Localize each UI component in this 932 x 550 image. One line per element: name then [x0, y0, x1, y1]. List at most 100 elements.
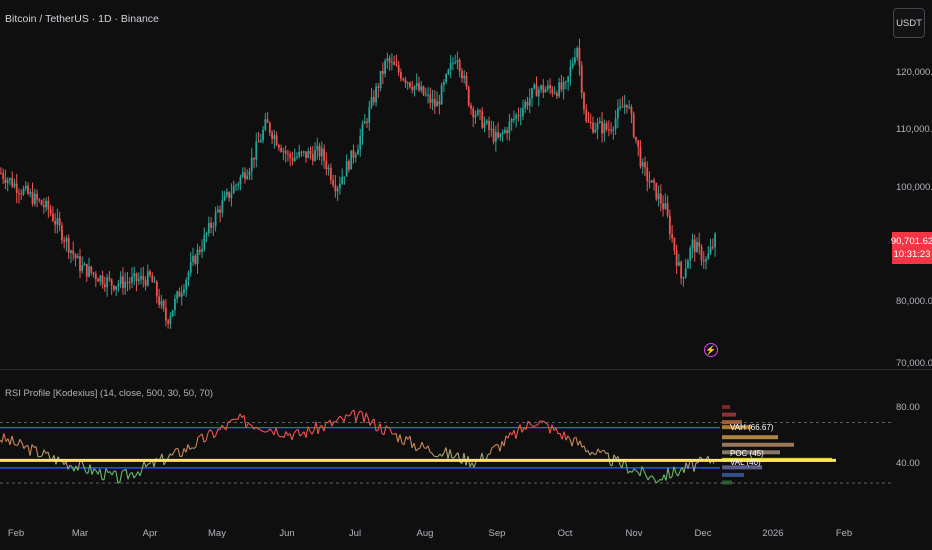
candle-body: [705, 258, 707, 262]
candle-body: [194, 255, 197, 264]
rsi-line-segment: [339, 415, 343, 419]
candle-body: [637, 140, 640, 148]
rsi-line-segment: [591, 451, 595, 455]
candle-body: [531, 88, 533, 99]
candle-body: [13, 183, 16, 187]
rsi-line-segment: [397, 434, 401, 443]
rsi-line-segment: [359, 410, 363, 413]
candle-body: [311, 154, 314, 161]
candle-body: [284, 150, 287, 154]
candle-body: [483, 123, 486, 128]
candle-body: [560, 82, 563, 90]
rsi-line-segment: [661, 474, 665, 481]
candle-body: [336, 188, 339, 192]
rsi-line-segment: [239, 413, 243, 418]
rsi-line-segment: [685, 462, 689, 469]
candle-body: [517, 114, 520, 116]
indicator-title[interactable]: RSI Profile [Kodexius] (14, close, 500, …: [5, 388, 214, 399]
rsi-line-segment: [111, 470, 115, 476]
candle-body: [377, 86, 380, 89]
candle-body: [639, 147, 642, 167]
rsi-line-segment: [297, 429, 301, 437]
currency-button[interactable]: USDT: [893, 8, 925, 38]
candle-body: [375, 86, 377, 103]
rsi-line-segment: [373, 418, 377, 432]
candle-body: [693, 239, 696, 253]
rsi-line-segment: [293, 430, 297, 434]
candle-body: [183, 289, 185, 294]
rsi-line-segment: [205, 432, 209, 442]
rsi-line-segment: [361, 411, 365, 423]
rsi-line-segment: [9, 435, 13, 445]
time-label: Aug: [416, 528, 434, 539]
rsi-line-segment: [601, 449, 605, 452]
rsi-line-segment: [331, 421, 335, 427]
candle-body: [79, 255, 81, 272]
candle-body: [580, 65, 583, 94]
candle-body: [678, 261, 680, 266]
candle-body: [339, 183, 341, 189]
candle-body: [124, 281, 127, 288]
candle-body: [219, 209, 222, 213]
rsi-line-segment: [215, 428, 219, 436]
candle-body: [524, 101, 527, 109]
candle-body: [485, 120, 488, 124]
candle-body: [513, 118, 515, 120]
candle-body: [700, 246, 703, 261]
candle-body: [420, 86, 423, 91]
rsi-line-segment: [563, 431, 567, 441]
candle-body: [406, 82, 409, 84]
rsi-line-segment: [139, 469, 143, 477]
candle-body: [601, 121, 603, 134]
rsi-line-segment: [639, 466, 643, 477]
poc-label: POC (45): [730, 449, 764, 458]
candle-body: [666, 203, 669, 216]
candle-body: [668, 215, 671, 235]
candle-body: [402, 79, 405, 81]
rsi-line-segment: [225, 421, 229, 431]
candle-body: [282, 150, 285, 152]
candle-body: [503, 129, 506, 133]
candle-body: [92, 272, 95, 274]
rsi-line-segment: [87, 464, 91, 474]
candle-body: [630, 106, 633, 114]
candle-body: [176, 291, 179, 299]
rsi-line-segment: [81, 461, 85, 468]
candle-body: [167, 320, 170, 324]
candle-body: [323, 148, 325, 161]
rsi-line-segment: [185, 444, 189, 453]
rsi-line-segment: [415, 448, 419, 452]
rsi-line-segment: [201, 433, 205, 443]
rsi-line-segment: [209, 429, 213, 432]
rsi-line-segment: [291, 433, 295, 441]
candle-body: [628, 106, 631, 108]
candle-body: [262, 129, 264, 141]
rsi-line-segment: [595, 448, 599, 455]
rsi-line-segment: [265, 430, 269, 433]
candle-body: [395, 64, 398, 66]
rsi-line-segment: [73, 465, 77, 472]
rsi-line-segment: [21, 442, 25, 449]
candle-body: [567, 76, 570, 82]
rsi-line-segment: [627, 470, 631, 474]
rsi-line-segment: [145, 463, 149, 468]
candle-body: [354, 154, 357, 158]
pane-separator[interactable]: [0, 369, 892, 370]
rsi-line-segment: [275, 427, 279, 436]
rsi-line-segment: [257, 428, 261, 431]
rsi-line-segment: [561, 431, 565, 440]
flash-icon[interactable]: ⚡: [704, 343, 718, 357]
candle-body: [264, 119, 267, 130]
candle-body: [662, 203, 664, 209]
symbol-title[interactable]: Bitcoin / TetherUS · 1D · Binance: [5, 13, 159, 25]
rsi-line-segment: [329, 419, 333, 427]
rsi-line-segment: [417, 447, 421, 450]
rsi-line-segment: [567, 435, 571, 440]
candle-body: [11, 178, 14, 187]
candle-body: [207, 222, 210, 234]
candle-body: [585, 109, 588, 122]
rsi-line-segment: [635, 470, 639, 473]
rsi-line-segment: [445, 447, 449, 459]
candle-body: [273, 135, 276, 139]
